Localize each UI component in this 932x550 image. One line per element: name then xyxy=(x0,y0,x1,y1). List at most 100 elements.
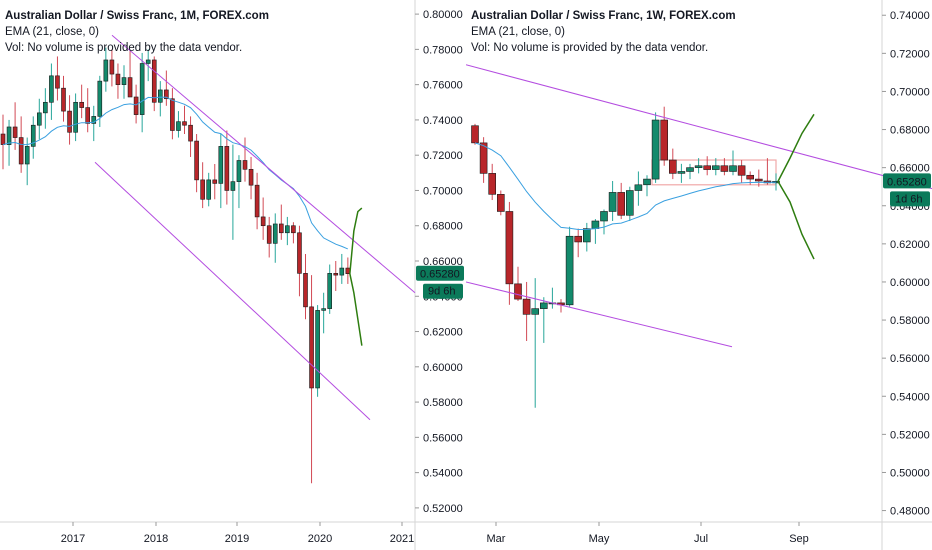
price-tick-label: 0.62000 xyxy=(423,327,463,339)
candle-body xyxy=(73,101,78,133)
chart-pane-weekly[interactable]: Australian Dollar / Swiss Franc, 1W, FOR… xyxy=(466,0,932,550)
price-tick-label: 0.54000 xyxy=(423,468,463,480)
price-tick-label: 0.66000 xyxy=(423,256,463,268)
candle-body xyxy=(703,165,711,170)
ema-line xyxy=(2,96,348,250)
channel-lower-line[interactable] xyxy=(466,281,733,348)
candle-body xyxy=(634,184,643,191)
candle-body xyxy=(67,110,72,133)
time-tick-label: May xyxy=(589,533,610,545)
time-tick-label: 2021 xyxy=(390,533,414,545)
candle-body xyxy=(266,225,272,244)
channel-upper-line[interactable] xyxy=(466,64,932,190)
candle-body xyxy=(36,112,42,126)
candle-body xyxy=(61,87,66,112)
candle-body xyxy=(583,228,591,243)
candle-body xyxy=(230,181,236,191)
candle-body xyxy=(496,194,505,212)
price-tick-label: 0.56000 xyxy=(423,432,463,444)
candle-body xyxy=(531,308,539,315)
indicator-ema-label[interactable]: EMA (21, close, 0) xyxy=(471,26,565,38)
candle-body xyxy=(194,140,199,181)
price-tick-label: 0.80000 xyxy=(423,9,463,21)
price-tick-label: 0.60000 xyxy=(890,277,930,289)
candle-body xyxy=(200,179,205,200)
projection-down-path xyxy=(349,273,363,346)
price-axis[interactable]: 0.80000 0.78000 0.76000 0.74000 0.72000 0.700… xyxy=(0,0,466,550)
time-axis[interactable]: 2017 2018 2019 2020 2021 xyxy=(61,522,414,545)
candle-body xyxy=(309,306,314,389)
candle-body xyxy=(608,192,617,212)
price-tick-label: 0.74000 xyxy=(890,10,930,22)
candle-body xyxy=(182,121,187,126)
candlestick-chart-weekly[interactable]: 0.740000.720000.700000.680000.660000.640… xyxy=(466,0,932,550)
candle-body xyxy=(133,96,139,115)
candle-body xyxy=(97,80,103,117)
candle-body xyxy=(91,116,97,124)
time-axis[interactable]: Mar May Jul Sep xyxy=(487,522,809,545)
candlestick-chart-monthly[interactable]: 0.80000 0.78000 0.76000 0.74000 0.72000 0.700… xyxy=(0,0,466,550)
candle-body xyxy=(121,77,127,85)
price-tick-label: 0.48000 xyxy=(890,506,930,518)
candle-body xyxy=(224,146,230,191)
candle-body xyxy=(218,146,224,184)
last-price-label: 0.65280 xyxy=(887,176,927,188)
candle-body xyxy=(297,232,302,274)
candle-body xyxy=(109,59,115,75)
time-tick-label: 2018 xyxy=(144,533,168,545)
candle-body xyxy=(591,220,600,229)
price-axis[interactable]: 0.740000.720000.700000.680000.660000.640… xyxy=(466,0,932,550)
price-tick-label: 0.52000 xyxy=(423,503,463,515)
candle-body xyxy=(85,107,90,124)
candle-body xyxy=(12,126,18,138)
price-tick-label: 0.78000 xyxy=(423,44,463,56)
candle-body xyxy=(660,119,668,161)
candle-body xyxy=(626,190,634,216)
channel-upper-line[interactable] xyxy=(111,34,416,294)
symbol-title: Australian Dollar / Swiss Franc, 1W, FOR… xyxy=(471,10,736,22)
channel-lower-line[interactable] xyxy=(94,161,371,421)
candle-body xyxy=(236,160,242,182)
time-tick-label: 2019 xyxy=(225,533,249,545)
candle-body xyxy=(103,59,109,82)
candle-body xyxy=(79,101,84,108)
candle-body xyxy=(158,89,163,103)
candle-body xyxy=(712,165,720,170)
price-tick-label: 0.54000 xyxy=(890,391,930,403)
chart-pane-monthly[interactable]: Australian Dollar / Swiss Franc, 1M, FOR… xyxy=(0,0,466,550)
candle-body xyxy=(170,98,175,131)
candle-body xyxy=(746,174,755,180)
candle-body xyxy=(285,225,290,234)
candle-body xyxy=(303,273,308,308)
candle-body xyxy=(333,273,339,276)
candle-body xyxy=(43,101,48,114)
price-tick-label: 0.70000 xyxy=(423,185,463,197)
candle-body xyxy=(212,179,218,184)
indicator-ema-label[interactable]: EMA (21, close, 0) xyxy=(5,26,99,38)
indicator-volume-label[interactable]: Vol: No volume is provided by the data v… xyxy=(5,42,243,54)
price-tick-label: 0.56000 xyxy=(890,353,930,365)
candle-body xyxy=(248,168,254,186)
candle-body xyxy=(686,167,694,172)
candle-body xyxy=(651,119,660,180)
price-tick-label: 0.58000 xyxy=(890,315,930,327)
candle-body xyxy=(242,160,248,170)
time-tick-label: Mar xyxy=(487,533,506,545)
price-tick-label: 0.68000 xyxy=(890,125,930,137)
price-tick-label: 0.50000 xyxy=(890,467,930,479)
ema-line xyxy=(474,142,777,231)
candle-body xyxy=(291,225,296,234)
candle-body xyxy=(617,192,625,216)
candle-body xyxy=(754,178,763,182)
last-price-badge: 0.65280 xyxy=(416,265,464,281)
countdown-badge: 9d 6h xyxy=(423,283,463,299)
candle-body xyxy=(127,77,133,98)
chart-legend: Australian Dollar / Swiss Franc, 1M, FOR… xyxy=(5,8,269,56)
candle-body xyxy=(600,211,608,222)
time-tick-label: 2020 xyxy=(308,533,332,545)
candle-body xyxy=(115,73,121,85)
indicator-volume-label[interactable]: Vol: No volume is provided by the data v… xyxy=(471,42,709,54)
candle-body xyxy=(522,298,531,315)
time-tick-label: Sep xyxy=(789,533,809,545)
candle-body xyxy=(720,165,729,172)
